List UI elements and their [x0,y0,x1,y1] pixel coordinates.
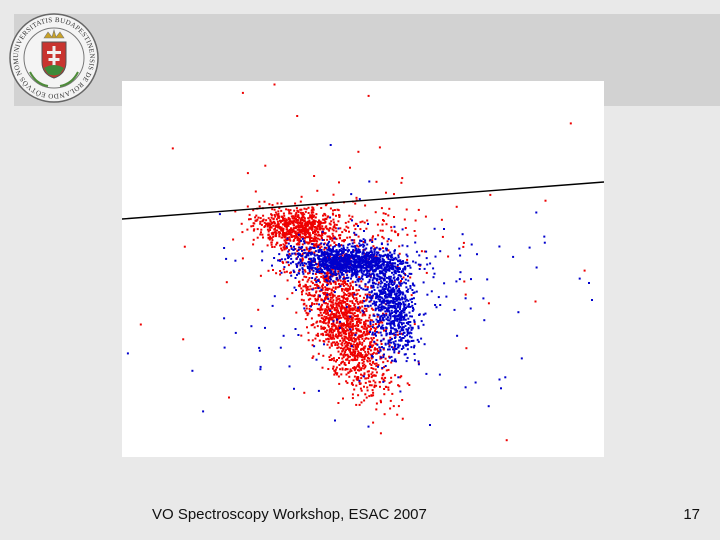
fit-line [122,181,604,220]
scatter-plot-image [122,81,604,457]
blue-point-cloud [126,144,593,428]
seal-emblem [29,28,79,87]
page-number: 17 [683,506,700,523]
university-seal-icon: UNIVERSITATIS BUDAPESTINENSIS DE ROLANDO… [8,12,99,103]
red-point-cloud [139,83,586,442]
scatter-plot [122,83,604,442]
footer-text: VO Spectroscopy Workshop, ESAC 2007 [152,506,427,523]
